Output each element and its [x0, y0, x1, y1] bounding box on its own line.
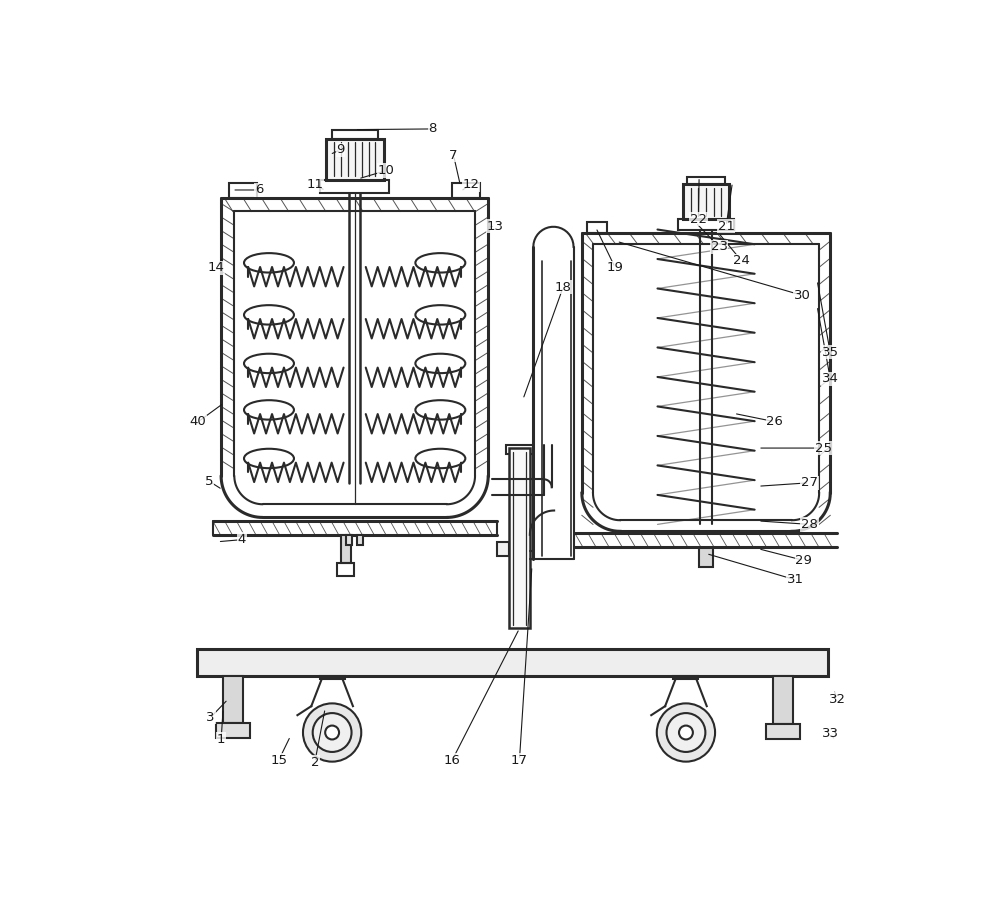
Text: 17: 17: [511, 754, 528, 767]
Text: 35: 35: [822, 346, 839, 359]
Bar: [773, 676, 793, 724]
Text: 16: 16: [444, 754, 461, 767]
Text: 25: 25: [815, 441, 832, 455]
Text: 21: 21: [718, 220, 735, 232]
Ellipse shape: [303, 704, 361, 761]
Text: 27: 27: [801, 477, 818, 489]
Text: 14: 14: [208, 261, 225, 274]
Text: 26: 26: [766, 415, 783, 428]
Bar: [223, 676, 243, 723]
Text: 5: 5: [205, 475, 214, 487]
Text: 28: 28: [801, 518, 818, 531]
Bar: [497, 542, 509, 556]
Text: 3: 3: [206, 711, 215, 724]
Bar: [357, 535, 363, 545]
Text: 33: 33: [822, 727, 839, 741]
Bar: [683, 185, 729, 219]
Text: 29: 29: [795, 554, 812, 567]
Text: 30: 30: [794, 289, 811, 302]
Text: 32: 32: [829, 693, 846, 705]
Text: 7: 7: [449, 149, 458, 162]
Ellipse shape: [325, 725, 339, 740]
Text: 1: 1: [217, 733, 225, 746]
Text: 11: 11: [306, 177, 323, 191]
Bar: [326, 139, 384, 180]
Text: 10: 10: [378, 164, 395, 177]
Text: 34: 34: [822, 372, 839, 386]
Text: 18: 18: [555, 280, 572, 294]
Text: 12: 12: [462, 177, 479, 191]
Text: 15: 15: [270, 754, 287, 767]
Bar: [766, 724, 800, 740]
Bar: [332, 130, 378, 139]
Bar: [587, 222, 607, 233]
Bar: [337, 562, 354, 577]
Text: 6: 6: [255, 184, 263, 196]
Ellipse shape: [667, 713, 705, 752]
Text: 24: 24: [733, 254, 750, 268]
Text: 31: 31: [787, 573, 804, 587]
Text: 22: 22: [690, 213, 707, 225]
Ellipse shape: [313, 713, 352, 752]
Bar: [197, 650, 828, 676]
Ellipse shape: [657, 704, 715, 761]
Bar: [673, 676, 698, 679]
Text: 9: 9: [336, 143, 345, 156]
Text: 4: 4: [238, 533, 246, 546]
Text: 13: 13: [487, 220, 504, 232]
Text: 8: 8: [429, 123, 437, 135]
Bar: [216, 723, 250, 738]
Text: 2: 2: [311, 756, 319, 769]
Bar: [509, 448, 530, 629]
Bar: [678, 219, 734, 230]
Text: 23: 23: [711, 241, 728, 253]
Bar: [346, 535, 352, 545]
Bar: [229, 183, 257, 198]
Bar: [699, 548, 713, 568]
Bar: [320, 180, 389, 193]
Bar: [452, 183, 480, 198]
Text: 40: 40: [190, 415, 207, 428]
Bar: [341, 535, 351, 562]
Bar: [687, 177, 725, 185]
Ellipse shape: [679, 725, 693, 740]
Bar: [506, 445, 533, 453]
Text: 19: 19: [607, 261, 624, 274]
Bar: [320, 676, 345, 679]
